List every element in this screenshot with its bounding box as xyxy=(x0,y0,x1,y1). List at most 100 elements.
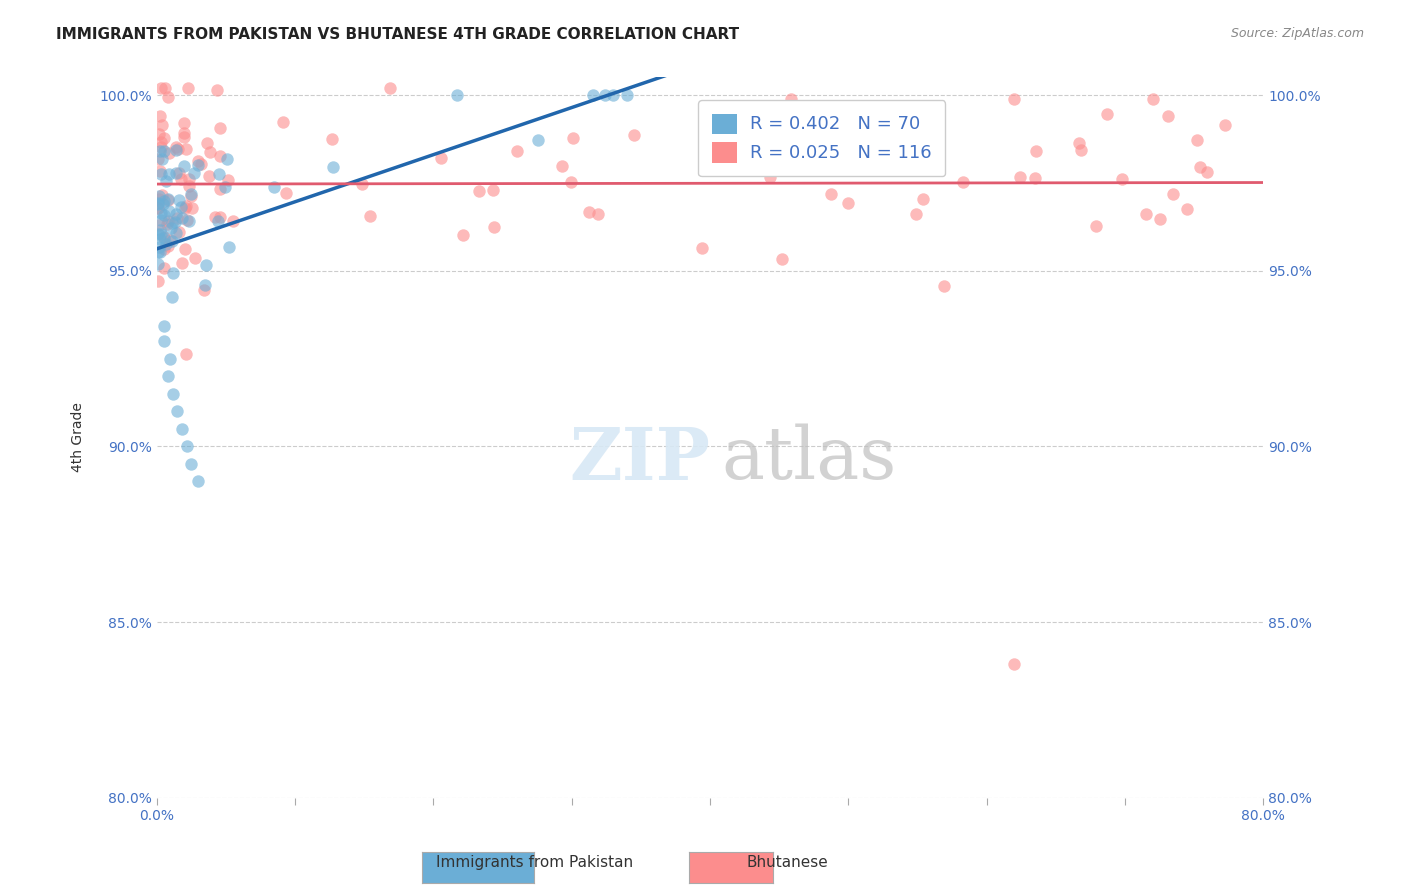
Immigrants from Pakistan xyxy=(180,187,202,202)
Bhutanese xyxy=(1213,118,1236,132)
Immigrants from Pakistan xyxy=(155,173,177,187)
Bhutanese xyxy=(1161,186,1184,201)
Immigrants from Pakistan xyxy=(593,88,616,103)
Immigrants from Pakistan xyxy=(153,231,176,245)
Bhutanese xyxy=(482,219,505,234)
Immigrants from Pakistan xyxy=(146,227,169,241)
Bhutanese xyxy=(187,154,209,169)
Bhutanese xyxy=(904,207,927,221)
Bhutanese xyxy=(702,141,724,155)
Bhutanese xyxy=(1024,170,1046,185)
Text: ZIP: ZIP xyxy=(569,424,710,495)
Bhutanese xyxy=(1025,145,1047,159)
Immigrants from Pakistan xyxy=(160,290,183,304)
Bhutanese xyxy=(911,192,934,206)
Bhutanese xyxy=(865,100,887,114)
Immigrants from Pakistan xyxy=(156,369,179,384)
Bhutanese xyxy=(718,133,741,147)
Immigrants from Pakistan xyxy=(149,144,172,158)
Immigrants from Pakistan xyxy=(214,180,236,194)
Bhutanese xyxy=(1142,91,1164,105)
Bhutanese xyxy=(180,189,202,203)
Bhutanese xyxy=(852,161,875,175)
Bhutanese xyxy=(208,182,231,196)
Bhutanese xyxy=(195,136,218,150)
Immigrants from Pakistan xyxy=(215,152,238,166)
Immigrants from Pakistan xyxy=(170,422,193,436)
Immigrants from Pakistan xyxy=(616,88,638,103)
Bhutanese xyxy=(146,202,169,216)
Bhutanese xyxy=(1008,169,1031,184)
Immigrants from Pakistan xyxy=(152,144,174,158)
Bhutanese xyxy=(451,227,474,242)
Bhutanese xyxy=(149,140,172,154)
Bhutanese xyxy=(276,186,298,201)
Bhutanese xyxy=(167,166,190,180)
Bhutanese xyxy=(482,183,505,197)
Immigrants from Pakistan xyxy=(176,439,198,453)
Immigrants from Pakistan xyxy=(582,88,605,103)
Immigrants from Pakistan xyxy=(153,194,176,208)
Immigrants from Pakistan xyxy=(152,196,174,211)
Immigrants from Pakistan xyxy=(146,257,169,271)
Bhutanese xyxy=(198,145,221,159)
Immigrants from Pakistan xyxy=(195,258,218,272)
Bhutanese xyxy=(1084,219,1107,233)
Bhutanese xyxy=(176,143,198,157)
Bhutanese xyxy=(468,184,491,198)
Bhutanese xyxy=(198,169,221,183)
Immigrants from Pakistan xyxy=(162,266,184,280)
Immigrants from Pakistan xyxy=(159,351,181,366)
Bhutanese xyxy=(146,202,169,216)
Bhutanese xyxy=(173,126,195,140)
Bhutanese xyxy=(551,159,574,173)
Bhutanese xyxy=(177,172,200,186)
Immigrants from Pakistan xyxy=(602,88,624,103)
Bhutanese xyxy=(352,177,374,191)
Text: Source: ZipAtlas.com: Source: ZipAtlas.com xyxy=(1230,27,1364,40)
Bhutanese xyxy=(506,144,529,158)
Immigrants from Pakistan xyxy=(446,88,468,103)
Immigrants from Pakistan xyxy=(157,203,180,218)
Bhutanese xyxy=(152,260,174,275)
Bhutanese xyxy=(148,193,170,207)
Immigrants from Pakistan xyxy=(165,215,187,229)
Immigrants from Pakistan xyxy=(149,223,172,237)
Immigrants from Pakistan xyxy=(150,206,173,220)
Immigrants from Pakistan xyxy=(218,240,240,254)
Immigrants from Pakistan xyxy=(149,168,172,182)
Immigrants from Pakistan xyxy=(152,334,174,348)
Immigrants from Pakistan xyxy=(159,220,181,235)
Immigrants from Pakistan xyxy=(172,211,194,226)
Bhutanese xyxy=(150,188,173,202)
Bhutanese xyxy=(174,242,197,256)
Bhutanese xyxy=(148,109,170,123)
Bhutanese xyxy=(170,171,193,186)
Immigrants from Pakistan xyxy=(166,404,188,418)
Bhutanese xyxy=(837,196,859,211)
Bhutanese xyxy=(208,121,231,136)
Bhutanese xyxy=(321,132,343,146)
Immigrants from Pakistan xyxy=(263,179,285,194)
Bhutanese xyxy=(1175,202,1198,216)
Bhutanese xyxy=(204,210,226,224)
Bhutanese xyxy=(1111,172,1133,186)
Immigrants from Pakistan xyxy=(149,227,172,242)
Immigrants from Pakistan xyxy=(146,244,169,259)
Bhutanese xyxy=(150,119,173,133)
Y-axis label: 4th Grade: 4th Grade xyxy=(72,402,86,473)
Bhutanese xyxy=(560,175,582,189)
Bhutanese xyxy=(174,346,197,360)
Immigrants from Pakistan xyxy=(149,232,172,246)
Bhutanese xyxy=(562,131,585,145)
Text: atlas: atlas xyxy=(721,424,897,494)
Immigrants from Pakistan xyxy=(322,161,344,175)
Immigrants from Pakistan xyxy=(148,240,170,254)
Bhutanese xyxy=(153,242,176,256)
Bhutanese xyxy=(1002,91,1025,105)
Text: Bhutanese: Bhutanese xyxy=(747,855,828,870)
Bhutanese xyxy=(172,256,194,270)
Bhutanese xyxy=(173,116,195,130)
Bhutanese xyxy=(271,114,294,128)
Bhutanese xyxy=(820,187,842,202)
